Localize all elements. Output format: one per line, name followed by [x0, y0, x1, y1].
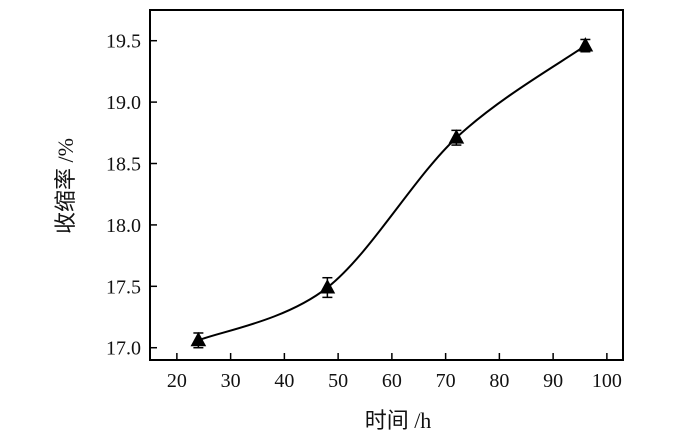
data-point	[190, 331, 207, 349]
triangle-marker	[448, 129, 465, 144]
triangle-marker	[190, 331, 207, 347]
y-axis-label: 收缩率 /%	[53, 138, 78, 234]
data-point	[319, 276, 336, 299]
x-tick-label: 40	[274, 370, 294, 392]
triangle-marker	[577, 37, 594, 52]
x-tick-label: 50	[328, 370, 348, 392]
x-tick-label: 100	[592, 370, 622, 392]
x-axis-label: 时间 /h	[365, 408, 432, 433]
ticks: 20 30 40 50 60 70 80 90 100 17.0 17.5 18.0 18.5 19.0 1…	[106, 31, 622, 392]
x-tick-label: 60	[382, 370, 402, 392]
plot-frame	[149, 9, 624, 361]
fit-curve	[197, 44, 586, 342]
x-tick-label: 90	[543, 370, 563, 392]
y-tick-label: 19.0	[106, 92, 141, 114]
axes	[149, 9, 624, 361]
y-tick-label: 19.5	[106, 31, 141, 53]
y-tick-label: 18.5	[106, 154, 141, 176]
y-tick-label: 18.0	[106, 215, 141, 237]
x-tick-label: 30	[221, 370, 241, 392]
x-tick-label: 80	[489, 370, 509, 392]
data-point	[577, 37, 594, 53]
data-points	[190, 37, 594, 349]
x-tick-label: 20	[167, 370, 187, 392]
y-tick-label: 17.0	[106, 338, 141, 360]
data-point	[448, 129, 465, 146]
triangle-marker	[319, 279, 336, 294]
x-tick-label: 70	[436, 370, 456, 392]
y-tick-label: 17.5	[106, 276, 141, 298]
